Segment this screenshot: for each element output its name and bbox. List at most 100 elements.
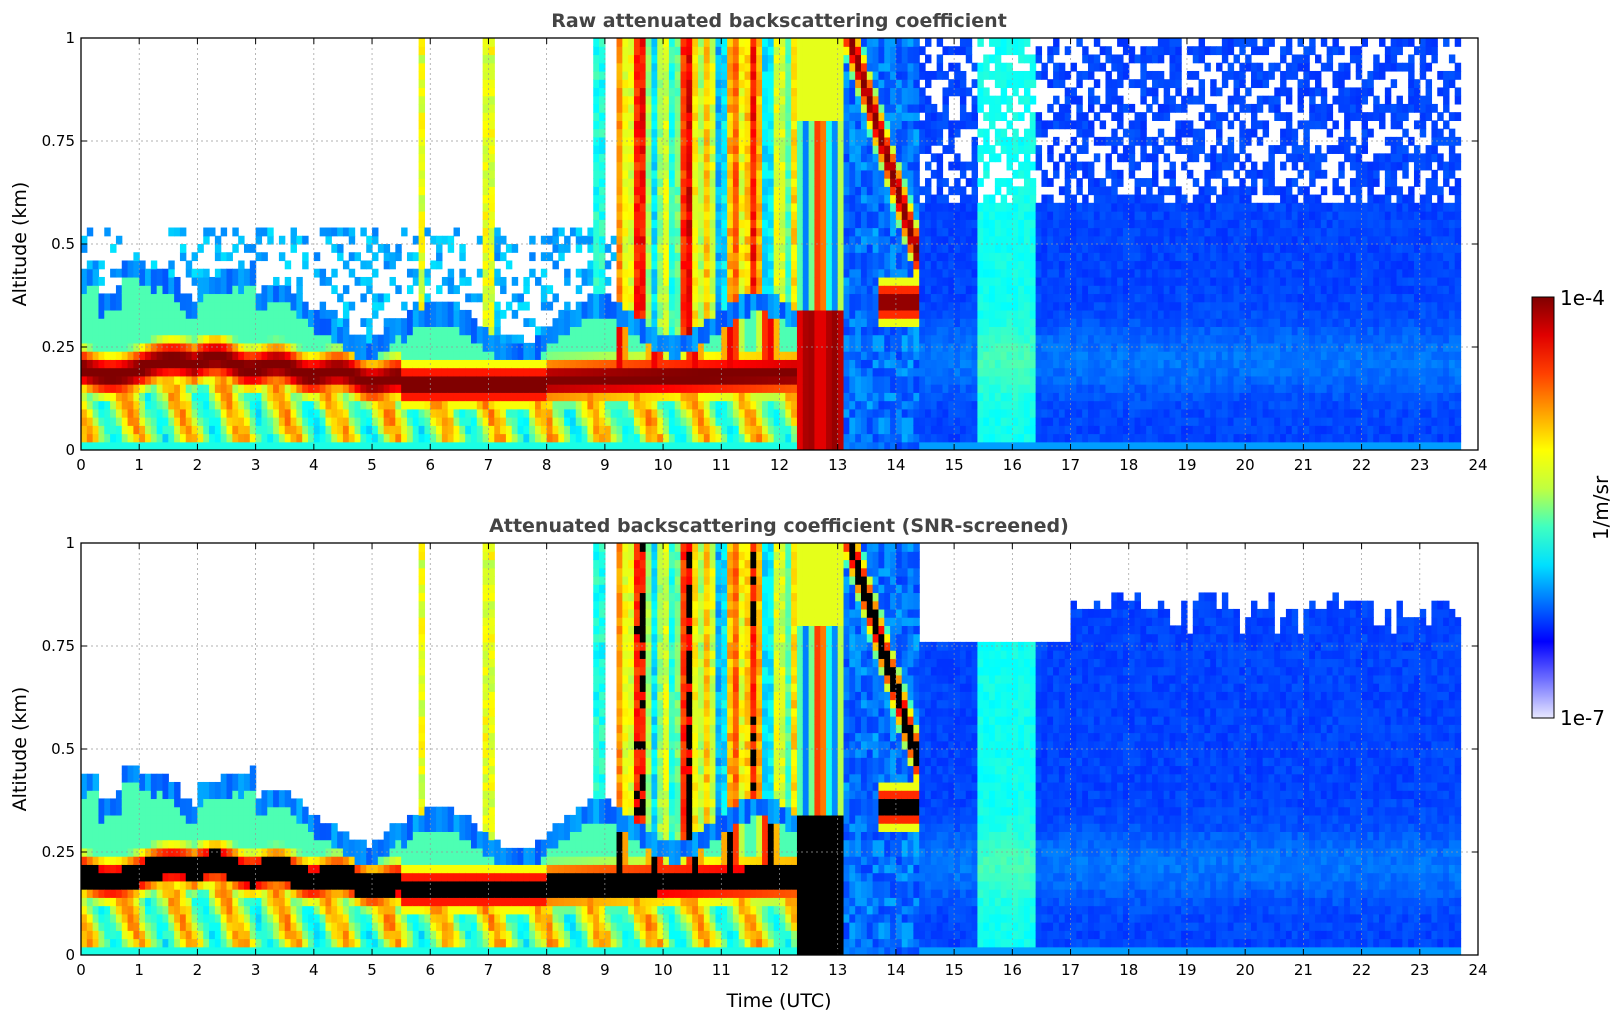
heatmap-cell — [581, 351, 589, 360]
heatmap-cell — [779, 95, 786, 105]
heatmap-cell — [692, 120, 699, 130]
heatmap-cell — [243, 400, 251, 410]
heatmap-cell — [604, 244, 612, 253]
heatmap-cell — [680, 309, 687, 319]
heatmap-cell — [558, 244, 565, 253]
heatmap-cell — [482, 194, 490, 204]
heatmap-cell — [831, 293, 839, 303]
heatmap-cell — [249, 408, 257, 418]
heatmap-cell — [843, 161, 850, 171]
heatmap-cell — [645, 351, 653, 360]
heatmap-cell — [535, 425, 542, 435]
heatmap-cell — [581, 326, 589, 336]
heatmap-cell — [663, 194, 670, 204]
heatmap-cell — [849, 301, 856, 311]
heatmap-cell — [855, 244, 862, 253]
heatmap-cell — [732, 103, 740, 113]
heatmap-cell — [628, 318, 635, 327]
heatmap-cell — [651, 145, 658, 154]
heatmap-cell — [785, 128, 792, 138]
heatmap-cell — [785, 359, 792, 369]
heatmap-cell — [494, 392, 501, 402]
heatmap-cell — [622, 326, 629, 336]
heatmap-cell — [680, 433, 687, 443]
heatmap-cell — [645, 178, 653, 187]
heatmap-cell — [622, 400, 629, 410]
heatmap-cell — [930, 136, 938, 146]
heatmap-cell — [954, 244, 961, 253]
heatmap-cell — [604, 342, 612, 352]
heatmap-cell — [750, 186, 757, 196]
heatmap-cell — [849, 276, 856, 286]
heatmap-cell — [331, 351, 338, 360]
heatmap-cell — [185, 384, 193, 393]
heatmap-cell — [424, 326, 431, 336]
heatmap-cell — [895, 285, 903, 295]
heatmap-cell — [168, 417, 175, 426]
heatmap-cell — [471, 334, 478, 344]
heatmap-cell — [342, 309, 350, 319]
heatmap-cell — [81, 301, 88, 311]
heatmap-cell — [820, 70, 827, 80]
heatmap-cell — [727, 392, 734, 402]
heatmap-cell — [756, 235, 763, 245]
heatmap-cell — [837, 219, 845, 229]
heatmap-cell — [890, 227, 897, 237]
heatmap-cell — [878, 194, 885, 204]
heatmap-cell — [674, 384, 682, 393]
heatmap-cell — [907, 161, 914, 171]
heatmap-cell — [808, 87, 816, 97]
heatmap-cell — [750, 54, 757, 64]
heatmap-cell — [925, 227, 932, 237]
heatmap-cell — [732, 326, 740, 336]
heatmap-cell — [232, 334, 239, 344]
heatmap-cell — [686, 384, 693, 393]
heatmap-cell — [820, 194, 827, 204]
heatmap-cell — [680, 219, 687, 229]
heatmap-cell — [674, 367, 682, 377]
heatmap-cell — [942, 227, 949, 237]
heatmap-cell — [471, 425, 478, 435]
heatmap-cell — [284, 285, 292, 295]
heatmap-cell — [668, 112, 676, 121]
heatmap-cell — [81, 367, 88, 377]
heatmap-cell — [919, 46, 926, 56]
heatmap-cell — [680, 375, 687, 385]
heatmap-cell — [680, 359, 687, 369]
heatmap-cell — [884, 301, 891, 311]
heatmap-cell — [732, 276, 740, 286]
heatmap-cell — [762, 268, 769, 278]
heatmap-cell — [657, 359, 664, 369]
heatmap-cell — [756, 136, 763, 146]
heatmap-cell — [727, 351, 734, 360]
heatmap-cell — [895, 417, 903, 426]
heatmap-cell — [209, 301, 216, 311]
heatmap-cell — [942, 408, 949, 418]
heatmap-cell — [377, 359, 385, 369]
heatmap-cell — [296, 433, 303, 443]
heatmap-cell — [471, 441, 478, 450]
heatmap-cell — [313, 400, 321, 410]
heatmap-cell — [919, 301, 926, 311]
heatmap-cell — [593, 95, 600, 105]
heatmap-cell — [686, 38, 693, 47]
heatmap-cell — [628, 425, 635, 435]
heatmap-cell — [418, 318, 426, 327]
heatmap-cell — [779, 417, 786, 426]
heatmap-cell — [663, 334, 670, 344]
heatmap-cell — [546, 408, 554, 418]
heatmap-cell — [767, 400, 775, 410]
heatmap-cell — [645, 87, 653, 97]
heatmap-cell — [791, 375, 798, 385]
heatmap-cell — [948, 301, 955, 311]
heatmap-cell — [878, 301, 885, 311]
heatmap-cell — [319, 227, 327, 237]
heatmap-cell — [791, 417, 798, 426]
heatmap-cell — [436, 326, 443, 336]
heatmap-cell — [92, 268, 100, 278]
heatmap-cell — [872, 103, 880, 113]
heatmap-cell — [255, 441, 263, 450]
heatmap-cell — [342, 367, 350, 377]
heatmap-cell — [762, 112, 769, 121]
heatmap-cell — [308, 400, 315, 410]
